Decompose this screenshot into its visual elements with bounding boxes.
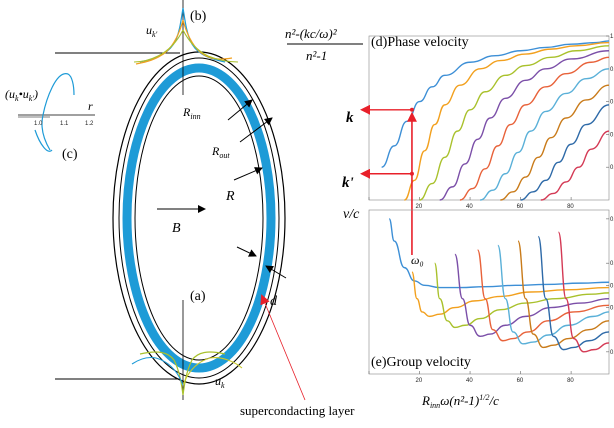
xlabel-e: Rinnω(n²-1)1/2/c (421, 393, 499, 410)
mode-profile-a: (a) uk (131, 289, 243, 400)
series-line-4 (454, 253, 610, 338)
k-label: k (346, 110, 354, 126)
x-tick-label: 40 (466, 204, 473, 210)
x-tick-label: 60 (517, 378, 524, 384)
mode-profile-b: (b) uk' (133, 0, 239, 95)
x-tick-label: 60 (517, 204, 524, 210)
svg-text:1.2: 1.2 (85, 121, 94, 127)
series-line-6 (480, 68, 610, 201)
y-tick-label: 0.50 (610, 261, 614, 267)
superconducting-layer-ring (122, 63, 276, 373)
series-line-8 (520, 104, 610, 201)
layer-pointer (260, 294, 306, 401)
y-tick-label: 0.40 (610, 306, 614, 312)
x-tick-label: 20 (416, 378, 423, 384)
ring-schematic: (b) uk' (a) uk (uk•uk') r 1.0 1.1 1.2 (5, 0, 355, 418)
k-prime-point (409, 171, 414, 176)
svg-text:B: B (172, 221, 181, 236)
chart-title: (d)Phase velocity (371, 35, 469, 50)
layer-label: supercondacting layer (240, 403, 355, 418)
series-line-1 (381, 40, 610, 168)
u-k-prime-label: uk' (146, 23, 158, 39)
panel-a-label: (a) (190, 289, 206, 304)
series-line-4 (439, 50, 610, 201)
y-tick-label: 0.30 (610, 350, 614, 356)
x-tick-label: 20 (416, 204, 423, 210)
series-line-2 (411, 271, 610, 318)
outer-ring-2 (118, 57, 280, 379)
svg-text:R: R (225, 189, 235, 204)
series-line-8 (537, 235, 610, 351)
plot-frame (368, 35, 610, 201)
right-labels: n²-(kc/ω)² n²-1 v/c k k' ω₀ Rinnω(n²-1)1… (285, 26, 499, 410)
series-line-3 (419, 45, 610, 201)
inner-ring (134, 75, 264, 361)
y-tick-label: 1.0 (610, 34, 614, 40)
ylabel-e: v/c (343, 207, 360, 222)
series-line-5 (459, 56, 610, 201)
chart-title: (e)Group velocity (371, 355, 471, 370)
y-tick-label: 0.60 (610, 217, 614, 223)
series-line-9 (540, 130, 610, 201)
x-tick-label: 80 (567, 378, 574, 384)
panel-c-label: (c) (62, 147, 78, 162)
series-line-7 (500, 84, 610, 201)
omega0-label: ω₀ (411, 253, 424, 267)
svg-text:Rout: Rout (211, 144, 230, 160)
svg-text:d: d (270, 294, 278, 309)
radius-annotations: Rinn Rout R B d (157, 99, 287, 309)
series-line-3 (433, 262, 610, 329)
k-point (409, 107, 414, 112)
inset-c: (uk•uk') r 1.0 1.1 1.2 (c) (5, 73, 95, 162)
svg-text:(uk•uk'): (uk•uk') (5, 87, 38, 103)
panel-b-label: (b) (190, 9, 207, 24)
y-tick-label: 0.8 (610, 67, 614, 73)
svg-text:1.1: 1.1 (60, 121, 69, 127)
y-tick-label: 0.2 (610, 165, 614, 171)
series-line-7 (517, 240, 610, 349)
svg-text:1.0: 1.0 (34, 121, 43, 127)
y-tick-label: 0.6 (610, 100, 614, 106)
series-line-2 (404, 41, 610, 201)
series-line-5 (476, 249, 610, 342)
ylabel-d-denominator: n²-1 (306, 48, 327, 63)
series-line-9 (557, 231, 610, 353)
r-axis-label: r (88, 99, 93, 113)
x-tick-label: 40 (466, 378, 473, 384)
series-line-1 (388, 218, 610, 289)
y-tick-label: 0.4 (610, 132, 614, 138)
chart-e: 20 40 60 80 0.30 0.40 0.45 0.50 0.60 (e)Group vel… (368, 209, 614, 384)
svg-text:Rinn: Rinn (182, 105, 201, 121)
k-prime-label: k' (342, 175, 354, 191)
plot-frame (368, 209, 610, 375)
x-tick-label: 80 (567, 204, 574, 210)
ylabel-d-numerator: n²-(kc/ω)² (285, 26, 338, 41)
y-tick-label: 0.45 (610, 283, 614, 289)
outer-ring (112, 51, 286, 385)
chart-d: 20 40 60 80 0.2 0.4 0.6 0.8 1.0 (d)Phase velocity (360, 34, 614, 255)
u-k-label: uk (215, 374, 225, 390)
series-line-6 (497, 244, 610, 345)
